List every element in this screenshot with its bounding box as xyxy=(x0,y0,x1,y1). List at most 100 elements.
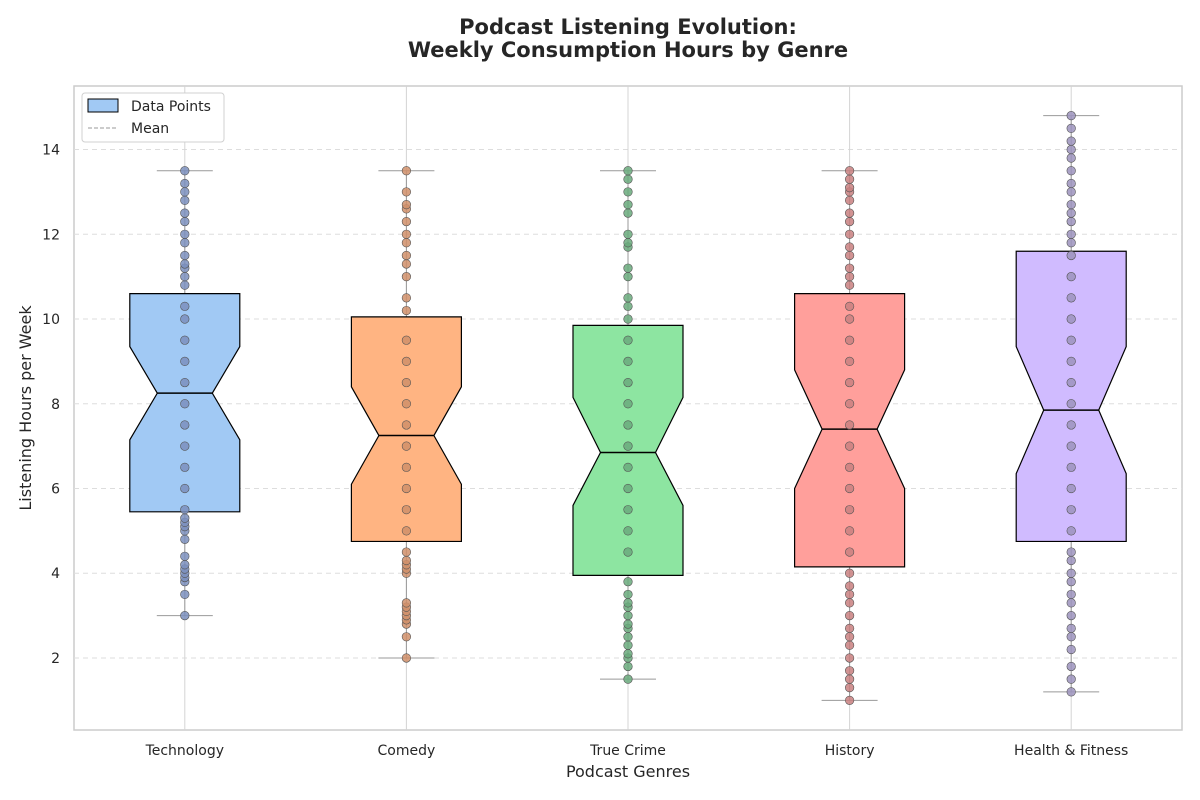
data-point-history-23 xyxy=(844,335,855,345)
data-point-health-fitness-36 xyxy=(1066,144,1076,155)
data-point-technology-36 xyxy=(180,166,190,176)
y-tick-label-6: 14 xyxy=(42,143,60,159)
data-point-history-18 xyxy=(844,441,855,451)
legend: Data Points Mean xyxy=(81,92,225,143)
data-point-health-fitness-5 xyxy=(1066,623,1076,633)
data-point-technology-15 xyxy=(180,462,190,472)
y-axis-label: Listening Hours per Week xyxy=(16,305,35,511)
data-point-health-fitness-34 xyxy=(1066,166,1076,176)
data-point-history-12 xyxy=(844,568,855,578)
data-point-technology-28 xyxy=(180,250,190,261)
data-point-true-crime-25 xyxy=(623,301,633,311)
data-point-health-fitness-1 xyxy=(1066,674,1076,684)
data-point-true-crime-17 xyxy=(623,462,633,472)
data-point-true-crime-32 xyxy=(623,208,633,218)
data-point-history-31 xyxy=(844,229,855,239)
data-point-health-fitness-8 xyxy=(1066,589,1076,600)
data-point-true-crime-13 xyxy=(623,547,633,557)
data-point-health-fitness-12 xyxy=(1066,547,1076,557)
data-point-comedy-23 xyxy=(401,305,412,316)
data-point-technology-6 xyxy=(180,560,190,570)
data-point-history-0 xyxy=(844,695,855,705)
points-health-fitness xyxy=(1066,111,1076,697)
data-point-history-24 xyxy=(844,314,855,324)
data-point-technology-7 xyxy=(180,551,190,561)
data-point-history-25 xyxy=(844,301,855,311)
data-point-true-crime-4 xyxy=(623,640,633,650)
data-point-comedy-26 xyxy=(401,259,412,269)
data-point-true-crime-27 xyxy=(623,272,633,282)
data-point-health-fitness-20 xyxy=(1066,377,1076,388)
data-point-technology-20 xyxy=(180,356,190,366)
data-point-comedy-16 xyxy=(401,462,412,472)
data-point-history-10 xyxy=(844,589,855,600)
y-tick-label-2: 6 xyxy=(51,482,60,498)
data-point-history-36 xyxy=(844,183,855,193)
data-point-health-fitness-3 xyxy=(1066,644,1076,655)
data-point-history-37 xyxy=(844,174,855,184)
data-point-health-fitness-9 xyxy=(1066,577,1076,587)
data-point-history-26 xyxy=(844,280,855,290)
data-point-history-16 xyxy=(844,483,855,494)
data-point-comedy-11 xyxy=(401,555,412,566)
data-point-true-crime-30 xyxy=(623,238,633,248)
data-point-true-crime-21 xyxy=(623,377,633,388)
data-point-history-30 xyxy=(844,242,855,252)
tick-layer: 2 4 6 8 10 12 14 Technology Comedy True Crime Hist… xyxy=(42,143,1128,759)
data-point-true-crime-1 xyxy=(623,661,633,672)
data-point-true-crime-33 xyxy=(623,200,633,210)
box-health-fitness xyxy=(1015,250,1127,543)
data-point-comedy-15 xyxy=(401,483,412,494)
data-point-health-fitness-13 xyxy=(1066,526,1076,536)
data-point-health-fitness-17 xyxy=(1066,441,1076,451)
data-point-history-19 xyxy=(844,420,855,430)
data-point-comedy-21 xyxy=(401,356,412,366)
data-point-true-crime-19 xyxy=(623,420,633,430)
chart-title-line-1: Podcast Listening Evolution: xyxy=(459,15,797,39)
data-point-health-fitness-23 xyxy=(1066,314,1076,324)
data-point-true-crime-22 xyxy=(623,356,633,366)
data-point-true-crime-24 xyxy=(623,314,633,324)
data-point-health-fitness-33 xyxy=(1066,178,1076,189)
data-point-true-crime-15 xyxy=(623,505,633,515)
data-point-comedy-14 xyxy=(401,505,412,515)
data-point-comedy-13 xyxy=(401,526,412,536)
data-point-technology-8 xyxy=(180,534,190,544)
x-tick-label-3: History xyxy=(825,743,875,759)
data-point-health-fitness-32 xyxy=(1066,187,1076,197)
data-point-comedy-20 xyxy=(401,377,412,388)
data-point-history-1 xyxy=(844,683,855,693)
data-point-health-fitness-21 xyxy=(1066,356,1076,366)
data-point-comedy-7 xyxy=(401,598,412,608)
data-point-technology-35 xyxy=(180,178,190,189)
data-point-comedy-12 xyxy=(401,547,412,557)
data-point-comedy-22 xyxy=(401,335,412,345)
data-point-comedy-17 xyxy=(401,441,412,451)
data-point-history-28 xyxy=(844,263,855,273)
data-point-history-22 xyxy=(844,356,855,366)
data-point-true-crime-31 xyxy=(623,229,633,239)
data-point-comedy-28 xyxy=(401,238,412,248)
data-point-technology-12 xyxy=(180,513,190,523)
data-point-technology-23 xyxy=(180,301,190,311)
data-point-history-7 xyxy=(844,623,855,633)
data-point-comedy-29 xyxy=(401,229,412,239)
data-point-technology-14 xyxy=(180,483,190,494)
data-point-technology-25 xyxy=(180,272,190,282)
data-point-health-fitness-10 xyxy=(1066,568,1076,578)
data-point-history-8 xyxy=(844,611,855,621)
data-point-history-9 xyxy=(844,598,855,608)
data-point-comedy-0 xyxy=(401,653,412,663)
data-point-health-fitness-30 xyxy=(1066,208,1076,218)
data-point-health-fitness-14 xyxy=(1066,505,1076,515)
data-point-history-21 xyxy=(844,377,855,388)
data-point-health-fitness-39 xyxy=(1066,111,1076,121)
data-point-health-fitness-35 xyxy=(1066,153,1076,163)
data-point-technology-13 xyxy=(180,505,190,515)
box-history xyxy=(794,293,906,568)
data-point-true-crime-34 xyxy=(623,187,633,197)
data-point-health-fitness-22 xyxy=(1066,335,1076,345)
data-point-health-fitness-24 xyxy=(1066,293,1076,303)
